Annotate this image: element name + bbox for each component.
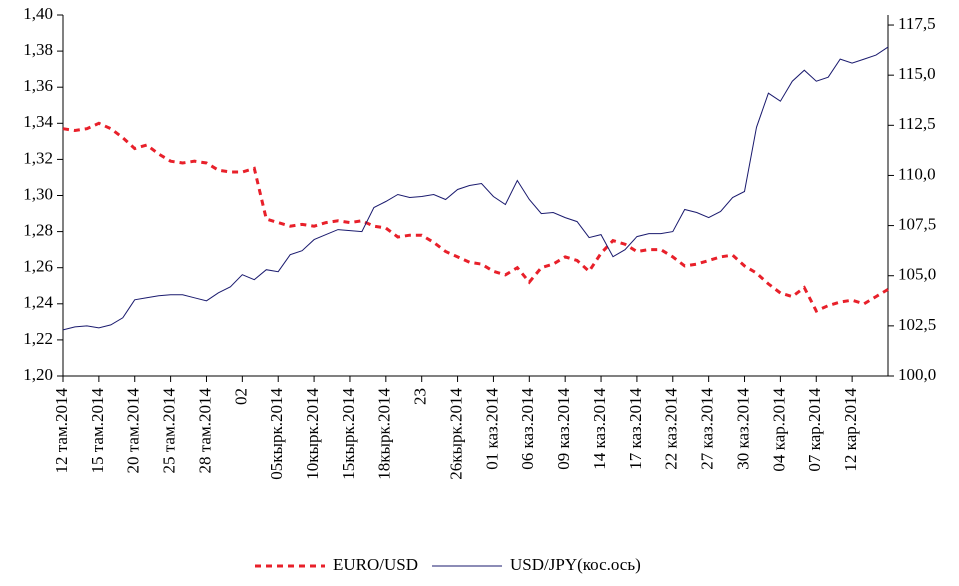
x-tick-label: 22 каз.2014	[662, 388, 681, 470]
x-tick-label: 09 каз.2014	[554, 388, 573, 470]
y2-tick-label: 112,5	[898, 114, 936, 133]
y2-tick-label: 100,0	[898, 365, 936, 384]
legend-label: USD/JPY(кос.ось)	[510, 555, 641, 574]
x-tick-label: 07 кар.2014	[805, 388, 824, 472]
series-line	[62, 121, 889, 313]
x-tick-label: 10кырк.2014	[303, 388, 322, 480]
x-tick-label: 30 каз.2014	[733, 388, 752, 470]
y-tick-label: 1,26	[23, 257, 53, 276]
y2-tick-label: 110,0	[898, 164, 936, 183]
y2-tick-label: 117,5	[898, 14, 936, 33]
x-tick-label: 17 каз.2014	[626, 388, 645, 470]
x-tick-label: 02	[231, 388, 250, 405]
y-tick-label: 1,24	[23, 293, 53, 312]
x-tick-label: 04 кар.2014	[769, 388, 788, 472]
y-tick-label: 1,22	[23, 329, 53, 348]
x-tick-label: 27 каз.2014	[698, 388, 717, 470]
y2-tick-label: 107,5	[898, 214, 936, 233]
legend-label: EURO/USD	[333, 555, 418, 574]
x-tick-label: 01 каз.2014	[482, 388, 501, 470]
series-line	[62, 46, 889, 331]
x-tick-label: 23	[411, 388, 430, 405]
x-tick-label: 14 каз.2014	[590, 388, 609, 470]
y-tick-label: 1,20	[23, 365, 53, 384]
y2-tick-label: 105,0	[898, 265, 936, 284]
y-tick-label: 1,28	[23, 221, 53, 240]
y-tick-label: 1,36	[23, 76, 53, 95]
x-tick-label: 26кырк.2014	[446, 388, 465, 480]
y-tick-label: 1,38	[23, 40, 53, 59]
x-tick-label: 06 каз.2014	[518, 388, 537, 470]
y-tick-label: 1,32	[23, 148, 53, 167]
y2-tick-label: 115,0	[898, 64, 936, 83]
x-tick-label: 28 там.2014	[195, 388, 214, 474]
y-tick-label: 1,30	[23, 184, 53, 203]
x-tick-label: 12 там.2014	[52, 388, 71, 474]
y-tick-label: 1,34	[23, 112, 53, 131]
x-tick-label: 25 там.2014	[160, 388, 179, 474]
y2-tick-label: 102,5	[898, 315, 936, 334]
x-tick-label: 20 там.2014	[124, 388, 143, 474]
x-tick-label: 05кырк.2014	[267, 388, 286, 480]
y-tick-label: 1,40	[23, 4, 53, 23]
x-tick-label: 15кырк.2014	[339, 388, 358, 480]
x-tick-label: 15 там.2014	[88, 388, 107, 474]
x-tick-label: 12 кар.2014	[841, 388, 860, 472]
x-tick-label: 18кырк.2014	[375, 388, 394, 480]
